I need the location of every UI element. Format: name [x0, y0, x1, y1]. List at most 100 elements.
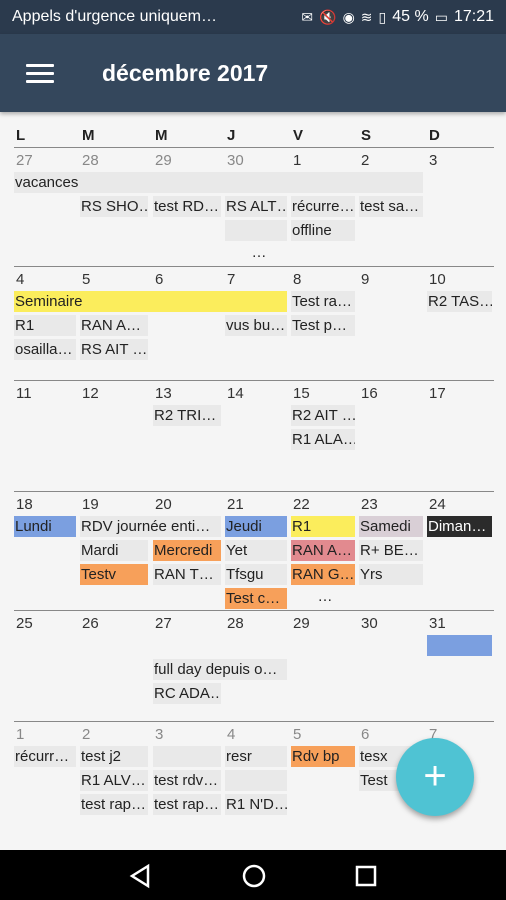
day-number[interactable]: 6 — [361, 726, 370, 743]
day-number[interactable]: 23 — [361, 496, 378, 513]
day-number[interactable]: 18 — [16, 496, 33, 513]
add-event-button[interactable]: + — [396, 738, 474, 816]
calendar-event[interactable]: test j2 — [80, 746, 148, 767]
calendar-event[interactable]: Rdv bp — [291, 746, 355, 767]
recents-icon[interactable] — [352, 862, 380, 890]
day-number[interactable]: 5 — [293, 726, 302, 743]
calendar-event[interactable]: R1 — [291, 516, 355, 537]
week-row[interactable]: 18 19 20 21 22 23 24 Lundi RDV journée enti… Jeud… — [14, 491, 494, 609]
week-row[interactable]: 27 28 29 30 1 2 3 vacances RS SHO… test RD… RS ALT… — [14, 147, 494, 265]
more-events-indicator[interactable]: … — [317, 588, 333, 605]
day-number[interactable]: 20 — [155, 496, 172, 513]
day-number[interactable]: 28 — [82, 152, 99, 169]
day-number[interactable]: 11 — [16, 385, 32, 402]
week-row[interactable]: 25 26 27 28 29 30 31 full day depuis o… RC ADA… — [14, 610, 494, 720]
day-number[interactable]: 25 — [16, 615, 33, 632]
day-number[interactable]: 24 — [429, 496, 446, 513]
calendar-event[interactable] — [153, 746, 221, 767]
calendar-event[interactable]: Test ra… — [291, 291, 355, 312]
calendar-event[interactable]: test rap… — [80, 794, 148, 815]
calendar-event[interactable]: Jeudi — [225, 516, 287, 537]
calendar-event[interactable]: resr — [225, 746, 287, 767]
day-number[interactable]: 3 — [429, 152, 438, 169]
day-number[interactable]: 15 — [293, 385, 310, 402]
more-events-indicator[interactable]: … — [251, 244, 267, 261]
day-number[interactable]: 5 — [82, 271, 91, 288]
day-number[interactable]: 16 — [361, 385, 378, 402]
calendar-event[interactable]: Mardi — [80, 540, 148, 561]
calendar-event[interactable]: R1 — [14, 315, 76, 336]
calendar-event[interactable] — [225, 770, 287, 791]
calendar-event[interactable]: Samedi — [359, 516, 423, 537]
calendar-event[interactable]: Diman… — [427, 516, 492, 537]
day-number[interactable]: 9 — [361, 271, 370, 288]
day-number[interactable]: 6 — [155, 271, 164, 288]
calendar-event[interactable]: osailla… — [14, 339, 76, 360]
day-number[interactable]: 29 — [155, 152, 172, 169]
week-row[interactable]: 1 2 3 4 5 6 7 récurr… test j2 resr Rdv bp tesx R1 AL… — [14, 721, 494, 831]
day-number[interactable]: 8 — [293, 271, 302, 288]
day-number[interactable]: 10 — [429, 271, 446, 288]
calendar-event[interactable]: R2 AIT … — [291, 405, 355, 426]
hamburger-menu-icon[interactable] — [26, 64, 54, 84]
calendar-event[interactable]: Test p… — [291, 315, 355, 336]
calendar-event[interactable]: RAN A… — [80, 315, 148, 336]
calendar-event[interactable]: RS ALT… — [225, 196, 287, 217]
calendar-event[interactable]: Testv — [80, 564, 148, 585]
day-number[interactable]: 14 — [227, 385, 244, 402]
calendar-event[interactable]: R1 N'D… — [225, 794, 287, 815]
calendar-event[interactable]: full day depuis o… — [153, 659, 287, 680]
calendar-event[interactable]: Tfsgu — [225, 564, 287, 585]
day-number[interactable]: 17 — [429, 385, 446, 402]
day-number[interactable]: 1 — [293, 152, 302, 169]
calendar-event[interactable]: récurr… — [14, 746, 76, 767]
calendar-event[interactable]: test RD… — [153, 196, 221, 217]
day-number[interactable]: 4 — [227, 726, 236, 743]
day-number[interactable]: 22 — [293, 496, 310, 513]
calendar-event[interactable]: RAN G… — [291, 564, 355, 585]
day-number[interactable]: 21 — [227, 496, 244, 513]
calendar-event[interactable]: offline — [291, 220, 355, 241]
calendar-event[interactable]: vacances — [14, 172, 423, 193]
day-number[interactable]: 2 — [361, 152, 370, 169]
day-number[interactable]: 13 — [155, 385, 172, 402]
calendar-event[interactable]: Yrs — [359, 564, 423, 585]
calendar-event[interactable]: test rdv… — [153, 770, 221, 791]
calendar-event[interactable]: RAN T… — [153, 564, 221, 585]
calendar-event[interactable]: Test c… — [225, 588, 287, 609]
day-number[interactable]: 28 — [227, 615, 244, 632]
calendar-event[interactable]: R+ BE… — [359, 540, 423, 561]
calendar-event[interactable]: récurre… — [291, 196, 355, 217]
calendar-event[interactable]: RC ADA… — [153, 683, 221, 704]
calendar-event[interactable] — [427, 635, 492, 656]
day-number[interactable]: 4 — [16, 271, 25, 288]
day-number[interactable]: 26 — [82, 615, 99, 632]
calendar-event[interactable]: R2 TRI… — [153, 405, 221, 426]
calendar-event[interactable]: R1 ALA… — [291, 429, 355, 450]
day-number[interactable]: 29 — [293, 615, 310, 632]
page-title[interactable]: décembre 2017 — [102, 60, 269, 86]
calendar-event[interactable]: test rap… — [153, 794, 221, 815]
day-number[interactable]: 1 — [16, 726, 25, 743]
calendar-event[interactable]: RDV journée enti… — [80, 516, 221, 537]
day-number[interactable]: 27 — [155, 615, 172, 632]
calendar-event[interactable]: RS SHO… — [80, 196, 148, 217]
calendar-event[interactable] — [225, 220, 287, 241]
calendar-event[interactable]: test sa… — [359, 196, 423, 217]
calendar-event[interactable]: Yet — [225, 540, 287, 561]
calendar-event[interactable]: vus bu… — [225, 315, 287, 336]
calendar-event[interactable]: Seminaire — [14, 291, 287, 312]
calendar-event[interactable]: R2 TAS… — [427, 291, 492, 312]
home-icon[interactable] — [240, 862, 268, 890]
back-icon[interactable] — [126, 862, 154, 890]
day-number[interactable]: 7 — [429, 726, 438, 743]
day-number[interactable]: 2 — [82, 726, 91, 743]
calendar-event[interactable]: Lundi — [14, 516, 76, 537]
day-number[interactable]: 12 — [82, 385, 99, 402]
day-number[interactable]: 19 — [82, 496, 99, 513]
calendar-event[interactable]: RS AIT … — [80, 339, 148, 360]
day-number[interactable]: 7 — [227, 271, 236, 288]
week-row[interactable]: 11 12 13 14 15 16 17 R2 TRI… R2 AIT … R1 ALA… — [14, 380, 494, 490]
calendar-event[interactable]: RAN A… — [291, 540, 355, 561]
day-number[interactable]: 30 — [227, 152, 244, 169]
